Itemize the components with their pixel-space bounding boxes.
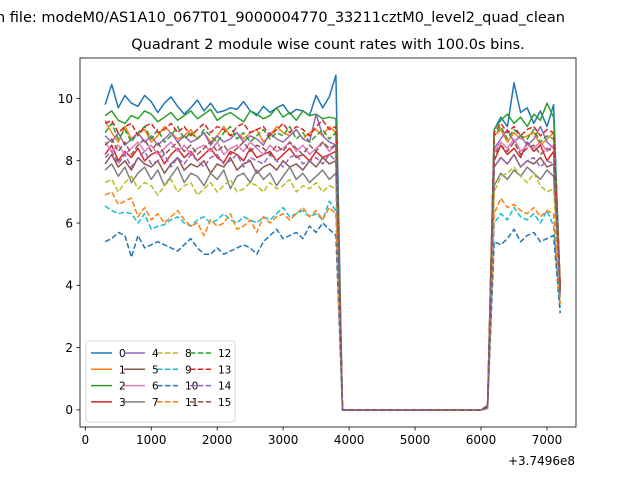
x-tick-label: 1000 [136, 433, 167, 447]
x-tick-label: 3000 [268, 433, 299, 447]
legend-box [85, 340, 236, 423]
legend-label-1: 1 [119, 364, 126, 376]
y-tick-label: 10 [58, 92, 73, 106]
series-line-15 [104, 138, 561, 411]
x-tick-label: 0 [81, 433, 89, 447]
figure-suptitle: n file: modeM0/AS1A10_067T01_9000004770_… [0, 10, 565, 26]
x-tick-label: 4000 [334, 433, 365, 447]
legend-label-0: 0 [119, 348, 126, 360]
legend-label-3: 3 [119, 397, 126, 409]
series-line-11 [104, 191, 561, 411]
chart-title: Quadrant 2 module wise count rates with … [131, 37, 525, 53]
y-tick-label: 8 [65, 154, 73, 168]
legend-label-15: 15 [218, 397, 231, 409]
legend-label-11: 11 [185, 397, 198, 409]
legend-label-10: 10 [185, 381, 198, 393]
legend-label-7: 7 [152, 397, 159, 409]
legend-label-12: 12 [218, 348, 231, 360]
y-tick-label: 2 [65, 341, 73, 355]
series-line-8 [104, 166, 561, 411]
x-offset-label: +3.7496e8 [508, 454, 575, 468]
x-tick-label: 7000 [532, 433, 563, 447]
y-tick-label: 4 [65, 279, 73, 293]
legend-label-6: 6 [152, 381, 159, 393]
plot-area [104, 74, 561, 411]
legend-label-4: 4 [152, 348, 159, 360]
y-tick-label: 0 [65, 403, 73, 417]
x-tick-label: 6000 [466, 433, 497, 447]
legend-label-5: 5 [152, 364, 159, 376]
x-tick-label: 5000 [400, 433, 431, 447]
legend-label-9: 9 [185, 364, 192, 376]
x-tick-label: 2000 [202, 433, 233, 447]
legend-label-8: 8 [185, 348, 192, 360]
legend-label-13: 13 [218, 364, 231, 376]
y-tick-label: 6 [65, 216, 73, 230]
legend-label-2: 2 [119, 381, 126, 393]
axes-frame [79, 57, 577, 428]
legend-label-14: 14 [218, 381, 232, 393]
